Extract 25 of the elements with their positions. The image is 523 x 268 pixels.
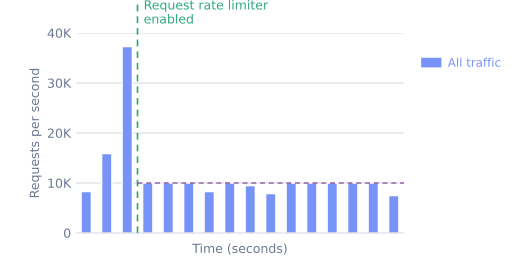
bar — [182, 182, 195, 233]
bar — [100, 152, 113, 233]
bar — [162, 182, 174, 233]
bar — [142, 182, 154, 233]
bar — [203, 190, 216, 233]
bar — [285, 182, 298, 233]
y-tick-label: 40K — [48, 28, 72, 38]
bar — [244, 184, 256, 233]
bar — [306, 182, 318, 233]
y-tick-label: 10K — [48, 178, 72, 188]
bar — [388, 194, 400, 233]
legend-label: All traffic — [448, 58, 500, 67]
bar — [326, 182, 338, 233]
bar — [346, 182, 359, 233]
x-axis-title: Time (seconds) — [192, 243, 287, 255]
bar — [264, 192, 277, 233]
text: Request rate limiter enabled — [144, 0, 268, 24]
bar — [224, 182, 236, 233]
y-tick-label: 20K — [48, 128, 72, 138]
bar — [80, 190, 92, 233]
bar — [121, 46, 134, 233]
y-tick-label: 0 — [64, 228, 70, 238]
bar — [367, 182, 380, 233]
y-axis-title: Requests per second — [29, 68, 42, 198]
y-tick-label: 30K — [48, 78, 72, 88]
